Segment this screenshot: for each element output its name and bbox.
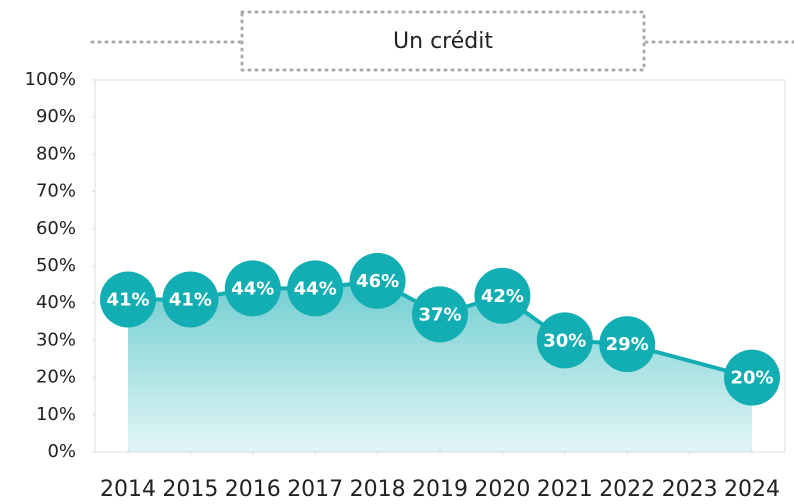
y-tick-label: 30% [36, 329, 76, 350]
x-tick-label: 2016 [225, 477, 281, 502]
title-box [240, 10, 646, 72]
x-tick-label: 2018 [350, 477, 406, 502]
data-label: 42% [481, 286, 524, 307]
point [224, 260, 281, 317]
data-label: 30% [543, 330, 586, 351]
x-tick-label: 2017 [287, 477, 343, 502]
x-tick-label: 2024 [724, 477, 780, 502]
data-label: 29% [606, 334, 649, 355]
y-tick-label: 50% [36, 255, 76, 276]
point [349, 252, 406, 309]
data-label: 37% [418, 304, 461, 325]
chart-title: Un crédit [393, 29, 493, 54]
point [100, 271, 156, 328]
x-tick-label: 2022 [599, 477, 655, 502]
data-label: 41% [169, 289, 212, 310]
y-tick-label: 80% [36, 143, 76, 164]
y-tick-label: 20% [36, 367, 76, 388]
x-tick-label: 2014 [100, 477, 156, 502]
y-tick-label: 40% [36, 292, 76, 313]
x-tick-label: 2020 [474, 477, 530, 502]
point [474, 267, 531, 324]
point [412, 286, 468, 343]
line [128, 278, 753, 380]
x-tick-label: 2019 [412, 477, 468, 502]
data-label: 46% [356, 271, 399, 292]
data-label: 44% [294, 278, 337, 299]
point [536, 312, 593, 369]
x-tick-label: 2021 [537, 477, 593, 502]
y-tick-label: 10% [36, 404, 76, 425]
data-label: 44% [231, 278, 274, 299]
point [287, 260, 344, 317]
y-tick-label: 0% [47, 441, 76, 462]
data-label: 41% [106, 289, 149, 310]
x-tick-label: 2023 [662, 477, 718, 502]
y-tick-label: 90% [36, 106, 76, 127]
data-label: 20% [730, 368, 773, 389]
area [128, 280, 752, 452]
y-tick-label: 70% [36, 181, 76, 202]
y-tick-label: 100% [25, 69, 76, 90]
point [724, 349, 780, 406]
y-tick-label: 60% [36, 218, 76, 239]
point [162, 271, 219, 328]
point [599, 316, 656, 373]
x-tick-label: 2015 [162, 477, 218, 502]
